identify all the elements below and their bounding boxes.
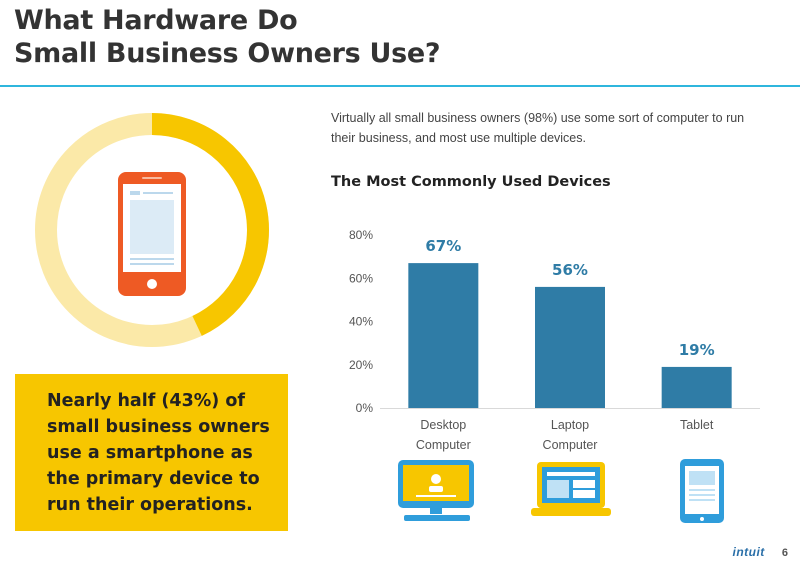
y-tick-label: 20% <box>349 358 373 372</box>
bar-chart: 0% 20% 40% 60% 80% 67% 56% 19% Desktop Computer… <box>349 228 760 452</box>
footer: intuit 6 <box>732 545 788 559</box>
callout-box: Nearly half (43%) of small business owne… <box>15 374 288 531</box>
donut-value-arc <box>151 113 269 336</box>
x-category-label: Computer <box>543 438 598 452</box>
bar <box>408 263 479 408</box>
bar <box>661 366 732 408</box>
x-category-label: Tablet <box>680 418 714 432</box>
page-title: What Hardware Do Small Business Owners U… <box>14 4 441 70</box>
y-tick-label: 60% <box>349 271 373 285</box>
y-tick-label: 80% <box>349 228 373 242</box>
bar-data-label: 56% <box>552 261 588 279</box>
smartphone-icon <box>118 172 186 296</box>
x-category-label: Computer <box>416 438 471 452</box>
laptop-computer-icon <box>531 462 611 516</box>
intro-text: Virtually all small business owners (98%… <box>331 111 745 145</box>
tablet-icon <box>680 459 724 523</box>
x-category-label: Desktop <box>420 418 466 432</box>
y-tick-label: 40% <box>349 315 373 329</box>
bar <box>535 286 605 408</box>
smartphone-donut <box>35 113 269 347</box>
bar-data-label: 19% <box>679 341 715 359</box>
intuit-logo: intuit <box>732 545 765 559</box>
title-divider <box>0 85 800 87</box>
x-category-label: Laptop <box>551 418 589 432</box>
page-number: 6 <box>781 547 788 559</box>
title-line-1: What Hardware Do <box>14 5 298 36</box>
bar-data-label: 67% <box>425 237 461 255</box>
callout-text: Nearly half (43%) of small business owne… <box>47 391 270 515</box>
y-tick-label: 0% <box>356 401 374 415</box>
title-line-2: Small Business Owners Use? <box>14 38 441 69</box>
desktop-computer-icon <box>398 460 474 521</box>
chart-title: The Most Commonly Used Devices <box>331 174 611 190</box>
